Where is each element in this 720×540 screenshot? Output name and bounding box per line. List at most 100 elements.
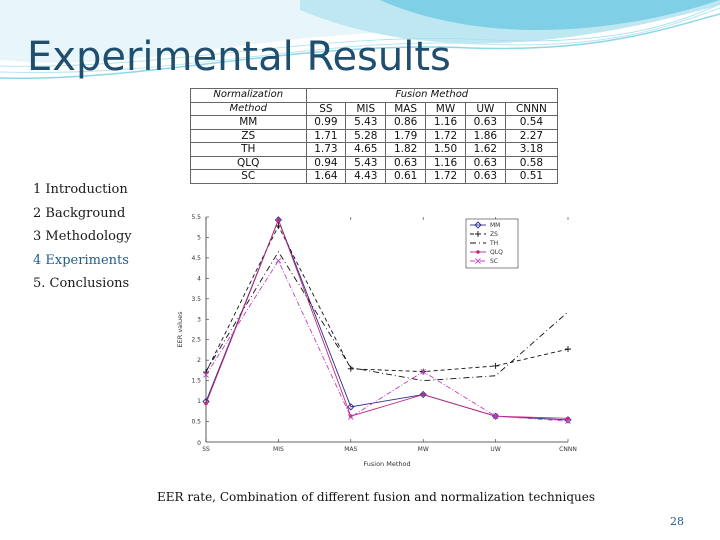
y-tick-label: 0.5 bbox=[191, 419, 201, 426]
data-point-sc bbox=[275, 257, 282, 264]
data-point-qlq bbox=[421, 392, 425, 397]
eer-line-chart: 0 0.5 1 1.5 2 2.5 3 3.5 4 4.5 5 5.5 SS MIS MAS MW UW CNNN… bbox=[176, 214, 577, 468]
y-tick-label: 5.5 bbox=[191, 214, 201, 221]
table-cell: 1.82 bbox=[385, 142, 427, 157]
table-cell: 0.61 bbox=[385, 169, 427, 184]
data-point-qlq bbox=[204, 401, 208, 406]
series-line-qlq bbox=[205, 218, 569, 419]
table-col-header: CNNN bbox=[504, 101, 559, 116]
table-cell: 5.43 bbox=[345, 115, 387, 130]
table-cell: 0.63 bbox=[464, 155, 506, 170]
section-nav: 1 Introduction 2 Background 3 Methodolog… bbox=[33, 181, 132, 299]
nav-item-conclusions[interactable]: 5. Conclusions bbox=[33, 276, 130, 291]
table-col-header: UW bbox=[464, 101, 506, 116]
table-cell: 0.58 bbox=[504, 155, 559, 170]
table-cell: 0.51 bbox=[504, 169, 559, 184]
nav-item-methodology[interactable]: 3 Methodology bbox=[33, 229, 132, 244]
table-col-header: MIS bbox=[345, 101, 387, 116]
x-tick-label: MIS bbox=[273, 446, 284, 453]
table-cell: 1.16 bbox=[425, 155, 466, 170]
table-group-header: Fusion Method bbox=[305, 88, 558, 103]
data-point-qlq bbox=[566, 416, 570, 421]
table-cell: 4.65 bbox=[345, 142, 387, 157]
nav-item-introduction[interactable]: 1 Introduction bbox=[33, 182, 128, 197]
table-cell: 1.72 bbox=[425, 169, 466, 184]
figure-caption: EER rate, Combination of different fusio… bbox=[157, 490, 595, 504]
legend-label-qlq: QLQ bbox=[490, 249, 503, 256]
table-cell: 1.72 bbox=[425, 128, 466, 143]
nav-item-background[interactable]: 2 Background bbox=[33, 205, 126, 221]
table-cell: 1.79 bbox=[385, 128, 427, 143]
table-cell: 0.63 bbox=[385, 155, 427, 170]
header-wave-decoration bbox=[0, 0, 720, 80]
data-point-sc bbox=[492, 413, 499, 420]
x-tick-label: UW bbox=[490, 446, 500, 453]
y-tick-label: 3 bbox=[197, 316, 201, 323]
table-cell: 4.43 bbox=[345, 169, 387, 184]
table-cell: 0.63 bbox=[464, 115, 506, 130]
eer-results-table: Normalization Fusion Method Method SS MI… bbox=[190, 88, 559, 184]
table-cell: 2.27 bbox=[504, 128, 559, 143]
y-tick-label: 2 bbox=[197, 357, 201, 364]
table-cell: 1.16 bbox=[425, 115, 466, 130]
series-line-sc bbox=[205, 259, 569, 422]
nav-item-experiments[interactable]: 4 Experiments bbox=[33, 252, 129, 268]
table-row-method: QLQ bbox=[190, 155, 307, 170]
data-point-sc bbox=[347, 414, 354, 420]
page-number: 28 bbox=[670, 515, 684, 528]
legend-label-sc: SC bbox=[490, 258, 498, 265]
table-corner-method: Method bbox=[190, 101, 307, 116]
table-row: TH 1.73 4.65 1.82 1.50 1.62 3.18 bbox=[190, 142, 559, 157]
table-row: SC 1.64 4.43 0.61 1.72 0.63 0.51 bbox=[190, 169, 559, 184]
data-point-mm bbox=[347, 403, 355, 411]
table-cell: 0.63 bbox=[464, 169, 506, 184]
y-tick-label: 4.5 bbox=[191, 255, 201, 262]
table-cell: 0.94 bbox=[305, 155, 347, 170]
table-row-method: TH bbox=[190, 142, 307, 157]
table-row: MM 0.99 5.43 0.86 1.16 0.63 0.54 bbox=[190, 115, 559, 130]
table-row: ZS 1.71 5.28 1.79 1.72 1.86 2.27 bbox=[190, 128, 559, 143]
table-cell: 0.99 bbox=[305, 115, 347, 130]
y-tick-label: 4 bbox=[197, 275, 201, 282]
table-cell: 1.71 bbox=[305, 128, 347, 143]
data-point-zs bbox=[492, 362, 499, 369]
y-tick-label: 2.5 bbox=[191, 337, 201, 344]
table-row: QLQ 0.94 5.43 0.63 1.16 0.63 0.58 bbox=[190, 155, 559, 170]
table-cell: 1.73 bbox=[305, 142, 347, 157]
y-tick-label: 1 bbox=[197, 398, 201, 405]
table-cell: 1.86 bbox=[464, 128, 506, 143]
table-cell: 3.18 bbox=[504, 142, 559, 157]
x-tick-label: CNNN bbox=[559, 446, 577, 453]
legend-box bbox=[465, 218, 519, 269]
table-col-header: MAS bbox=[385, 101, 427, 116]
slide-title: Experimental Results bbox=[27, 34, 451, 80]
y-tick-label: 5 bbox=[197, 234, 201, 241]
data-point-sc bbox=[420, 368, 427, 375]
data-point-zs bbox=[565, 346, 571, 353]
table-cell: 0.86 bbox=[385, 115, 427, 130]
legend-label-zs: ZS bbox=[490, 231, 498, 238]
legend-label-mm: MM bbox=[490, 222, 500, 229]
data-point-mm bbox=[419, 390, 427, 399]
table-cell: 1.64 bbox=[305, 169, 347, 184]
table-cell: 5.28 bbox=[345, 128, 387, 143]
table-cell: 0.54 bbox=[504, 115, 559, 130]
table-row-method: ZS bbox=[190, 128, 307, 143]
series-line-th bbox=[205, 250, 569, 382]
legend-marker-sc bbox=[475, 258, 481, 264]
x-axis-label: Fusion Method bbox=[363, 460, 410, 468]
y-axis-label: EER values bbox=[176, 311, 184, 348]
x-tick-label: MW bbox=[418, 446, 429, 453]
legend-marker-zs bbox=[475, 231, 481, 237]
table-col-header: MW bbox=[425, 101, 466, 116]
y-tick-label: 3.5 bbox=[191, 296, 201, 303]
table-col-header: SS bbox=[305, 101, 347, 116]
legend-marker-mm bbox=[474, 221, 482, 229]
data-point-qlq bbox=[276, 218, 281, 222]
table-corner-normalization: Normalization bbox=[190, 88, 307, 103]
table-cell: 1.62 bbox=[464, 142, 506, 157]
legend-marker-qlq bbox=[476, 250, 480, 254]
table-row-method: MM bbox=[190, 115, 307, 130]
data-point-sc bbox=[203, 372, 209, 378]
table-cell: 5.43 bbox=[345, 155, 387, 170]
